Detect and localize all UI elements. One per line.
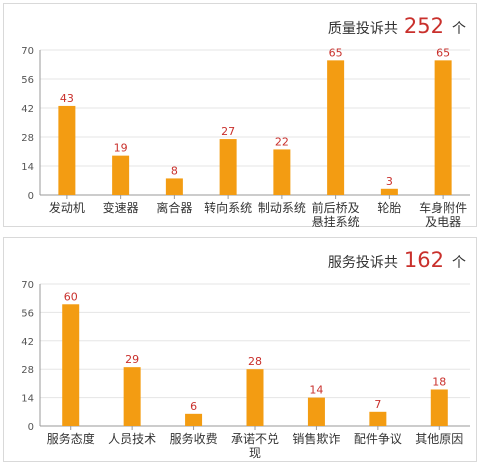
quality-total-count: 252: [403, 14, 444, 38]
service-total-count: 162: [403, 248, 444, 272]
value-label: 43: [60, 92, 74, 105]
y-tick-label: 70: [21, 280, 34, 291]
value-label: 22: [275, 135, 289, 148]
category-label: 人员技术: [108, 432, 156, 446]
category-label: 配件争议: [354, 432, 402, 446]
value-label: 28: [248, 355, 262, 368]
y-tick-label: 0: [28, 191, 34, 202]
y-tick-label: 42: [21, 104, 34, 115]
quality-header-label: 质量投诉共: [327, 21, 398, 37]
value-label: 7: [374, 398, 381, 411]
service-header: 服务投诉共 162 个: [328, 248, 466, 272]
value-label: 18: [432, 375, 446, 388]
bar-制动系统: [273, 149, 291, 195]
value-label: 3: [386, 175, 393, 188]
quality-header: 质量投诉共 252 个: [328, 14, 466, 38]
bar-其他原因: [430, 389, 448, 426]
category-label: 销售欺诈: [292, 431, 340, 446]
bar-轮胎: [380, 188, 398, 195]
y-tick-label: 28: [21, 365, 34, 376]
value-label: 60: [64, 290, 78, 303]
value-label: 8: [171, 164, 178, 177]
y-tick-label: 42: [21, 337, 34, 348]
y-tick-label: 70: [21, 46, 34, 57]
bar-销售欺诈: [307, 397, 325, 426]
category-label: 现: [249, 446, 261, 460]
category-label: 其他原因: [415, 432, 463, 446]
service-header-unit: 个: [452, 255, 466, 271]
y-tick-label: 14: [21, 162, 34, 173]
quality-header-unit: 个: [452, 21, 466, 37]
bar-承诺不兑现: [246, 369, 264, 426]
y-tick-label: 28: [21, 133, 34, 144]
value-label: 14: [309, 384, 323, 397]
bar-人员技术: [123, 367, 141, 426]
category-label: 承诺不兑: [231, 432, 279, 446]
y-tick-label: 14: [21, 394, 34, 405]
bar-服务态度: [62, 304, 80, 426]
category-label: 轮胎: [377, 201, 401, 215]
category-label: 车身附件: [419, 200, 467, 215]
y-tick-label: 0: [28, 422, 34, 433]
value-label: 6: [190, 400, 197, 413]
category-label: 发动机: [49, 200, 85, 215]
category-label: 悬挂系统: [312, 215, 360, 228]
value-label: 29: [125, 353, 139, 366]
category-label: 及电器: [425, 215, 461, 228]
bar-车身附件及电器: [434, 60, 452, 195]
value-label: 65: [329, 46, 343, 59]
category-label: 制动系统: [258, 201, 306, 215]
quality-complaints-panel: 质量投诉共 252 个 0 14 28 42 56 70 43 发动机 19 变速器 8 离合器 27 转…: [3, 3, 477, 228]
category-label: 服务收费: [170, 431, 218, 446]
bar-变速器: [112, 155, 130, 195]
quality-bar-chart: 0 14 28 42 56 70 43 发动机 19 变速器 8 离合器 27 转向系统 22 制动系统 65 前…: [21, 46, 470, 228]
category-label: 变速器: [103, 200, 139, 215]
value-label: 19: [114, 142, 128, 155]
y-tick-label: 56: [21, 308, 34, 319]
bar-离合器: [165, 178, 183, 195]
category-label: 服务态度: [47, 431, 95, 446]
bar-前后桥及悬挂系统: [327, 60, 345, 195]
value-label: 27: [221, 125, 235, 138]
y-tick-label: 56: [21, 75, 34, 86]
bar-服务收费: [185, 413, 203, 426]
value-label: 65: [436, 46, 450, 59]
category-label: 前后桥及: [312, 200, 360, 215]
bar-转向系统: [219, 139, 237, 195]
service-complaints-panel: 服务投诉共 162 个 0 14 28 42 56 70 60 服务态度 29 人员技术 6 服务收费…: [3, 237, 477, 462]
category-label: 离合器: [156, 200, 192, 215]
bar-发动机: [58, 105, 76, 195]
category-label: 转向系统: [204, 200, 252, 215]
service-header-label: 服务投诉共: [327, 255, 398, 271]
bar-配件争议: [369, 411, 387, 426]
